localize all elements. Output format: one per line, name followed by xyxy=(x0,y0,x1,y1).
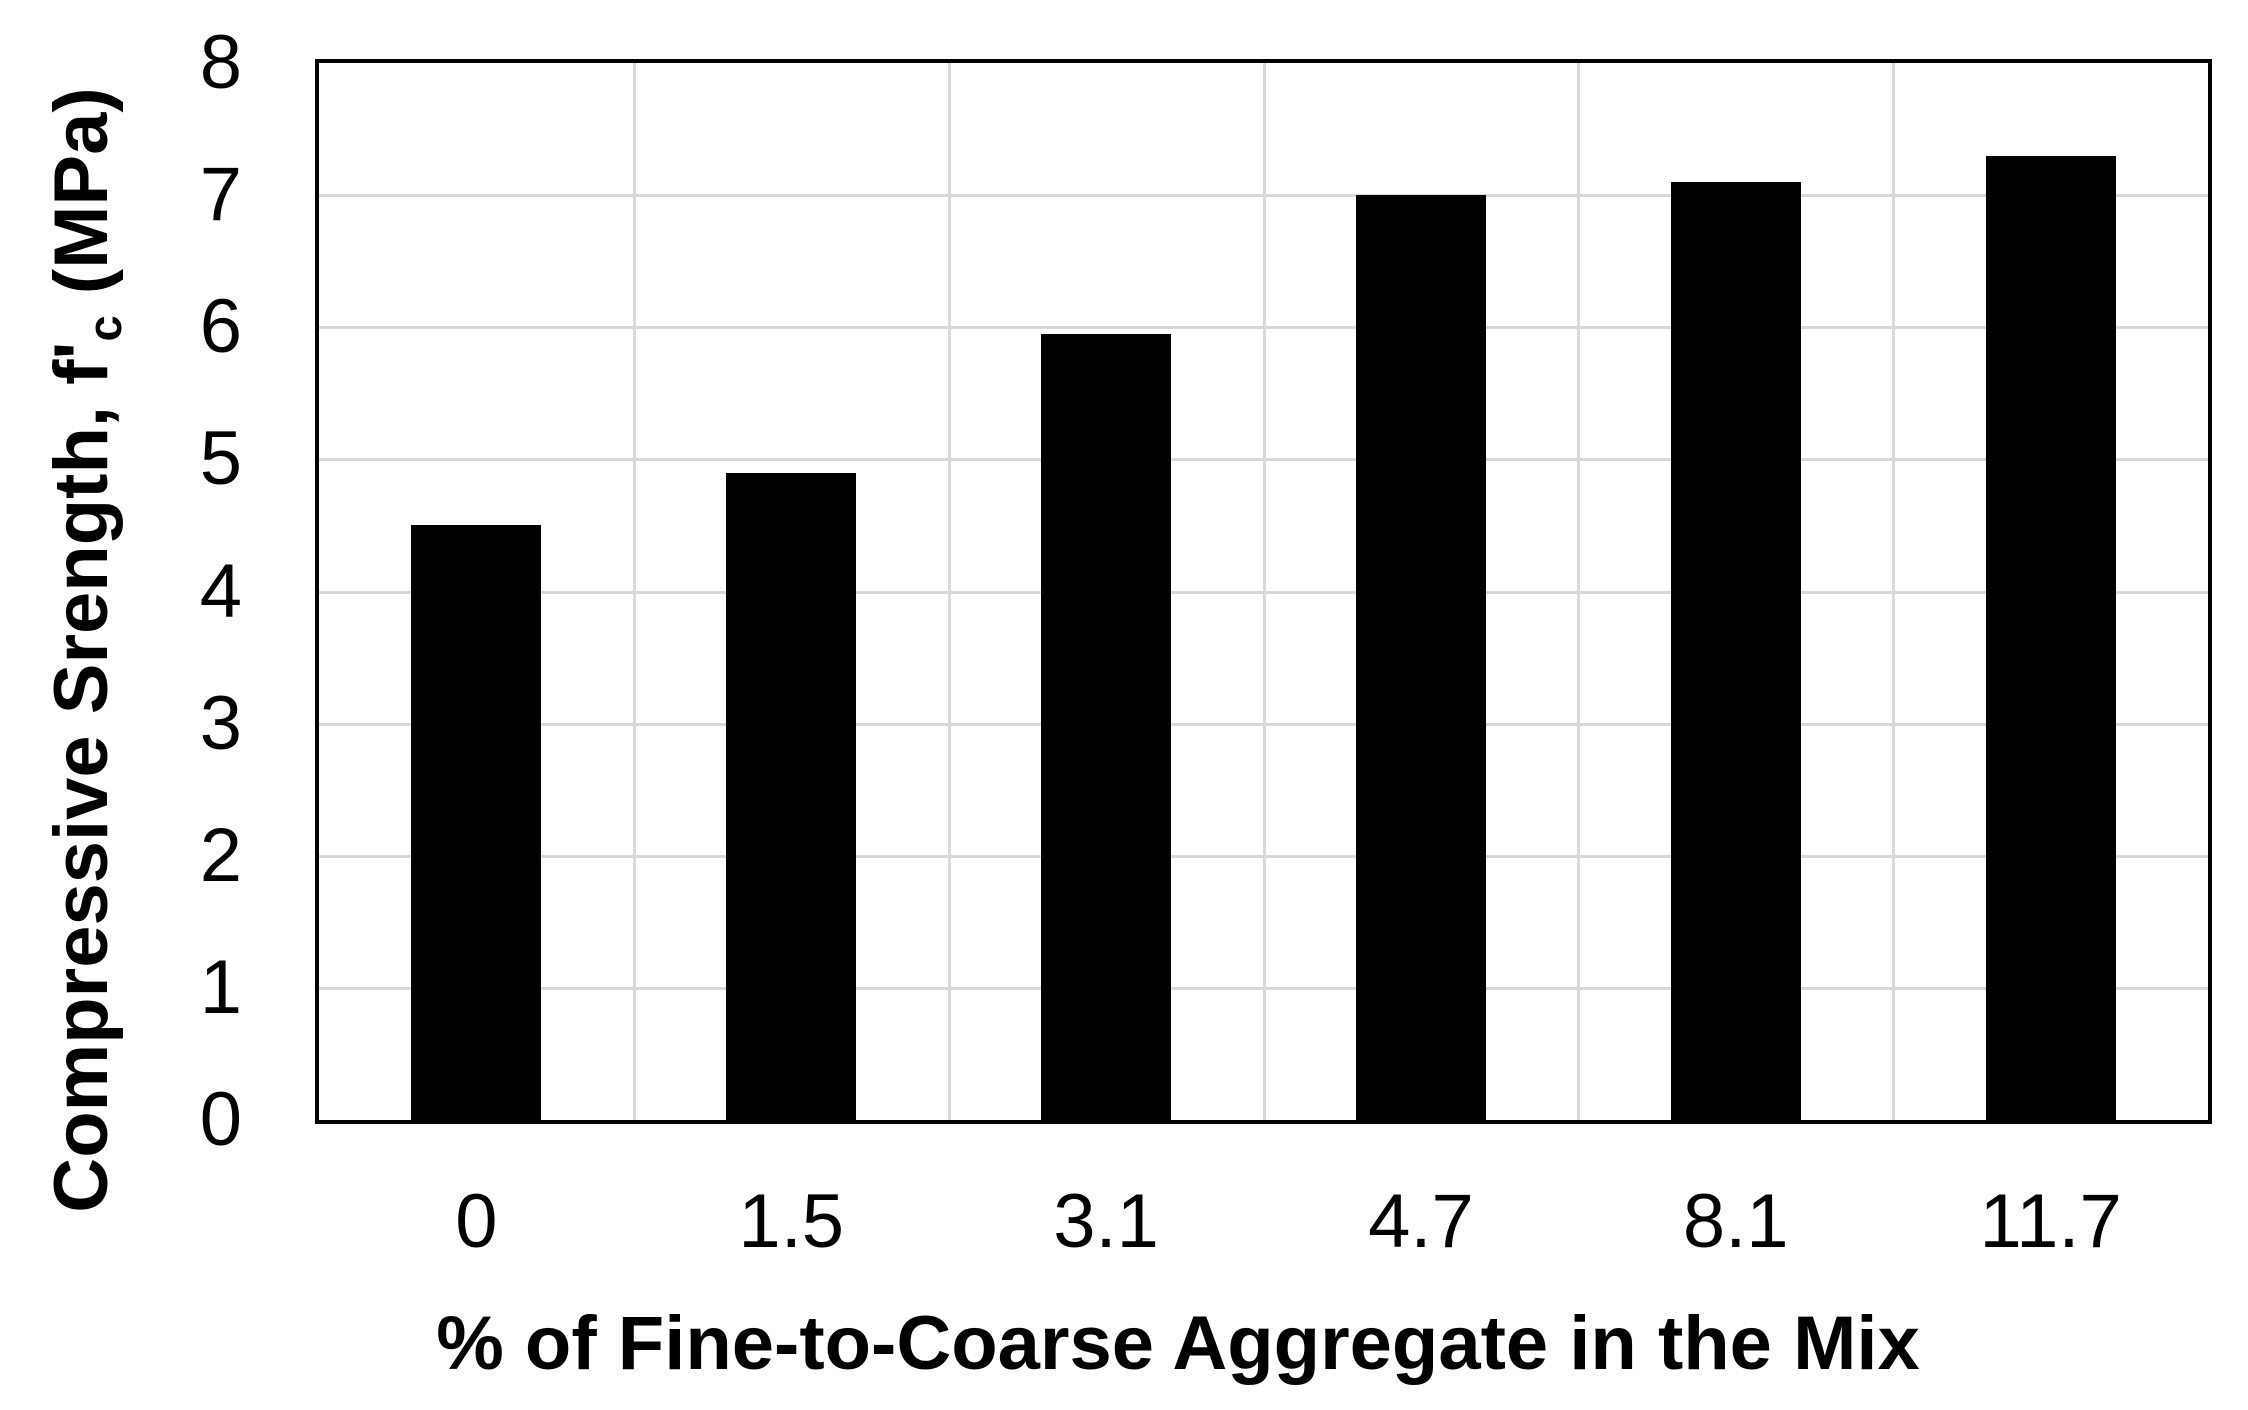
y-tick-label-6: 6 xyxy=(199,284,242,370)
vertical-gridline xyxy=(1892,63,1896,1120)
y-tick-label-1: 1 xyxy=(199,944,242,1030)
x-tick-label-11.7: 11.7 xyxy=(1979,1179,2122,1264)
y-tick-label-3: 3 xyxy=(199,680,242,766)
vertical-gridline xyxy=(947,63,951,1120)
y-tick-label-7: 7 xyxy=(199,152,242,238)
x-tick-label-8.1: 8.1 xyxy=(1682,1179,1789,1264)
x-tick-label-3.1: 3.1 xyxy=(1053,1179,1159,1264)
x-axis-title: % of Fine-to-Coarse Aggregate in the Mix xyxy=(436,1301,1920,1386)
y-tick-label-2: 2 xyxy=(199,812,242,898)
y-tick-label-4: 4 xyxy=(199,548,242,634)
plot-area xyxy=(315,59,2212,1124)
x-axis-tick-labels: 0 1.5 3.1 4.7 8.1 11.7 xyxy=(319,1120,2208,1260)
bar-11.7 xyxy=(1985,155,2116,1120)
vertical-gridline xyxy=(1262,63,1266,1120)
y-tick-label-8: 8 xyxy=(199,20,242,105)
bar-4.7 xyxy=(1355,195,1486,1120)
bar-3.1 xyxy=(1041,333,1172,1120)
bar-8.1 xyxy=(1670,181,1801,1120)
bar-1.5 xyxy=(726,472,857,1120)
vertical-gridline xyxy=(1577,63,1581,1120)
vertical-gridline xyxy=(632,63,636,1120)
x-tick-label-4.7: 4.7 xyxy=(1368,1179,1474,1264)
y-tick-label-5: 5 xyxy=(199,416,242,502)
x-tick-label-1.5: 1.5 xyxy=(738,1179,845,1264)
bar-0 xyxy=(411,525,542,1120)
y-tick-label-0: 0 xyxy=(199,1077,242,1162)
x-tick-label-0: 0 xyxy=(455,1179,498,1264)
